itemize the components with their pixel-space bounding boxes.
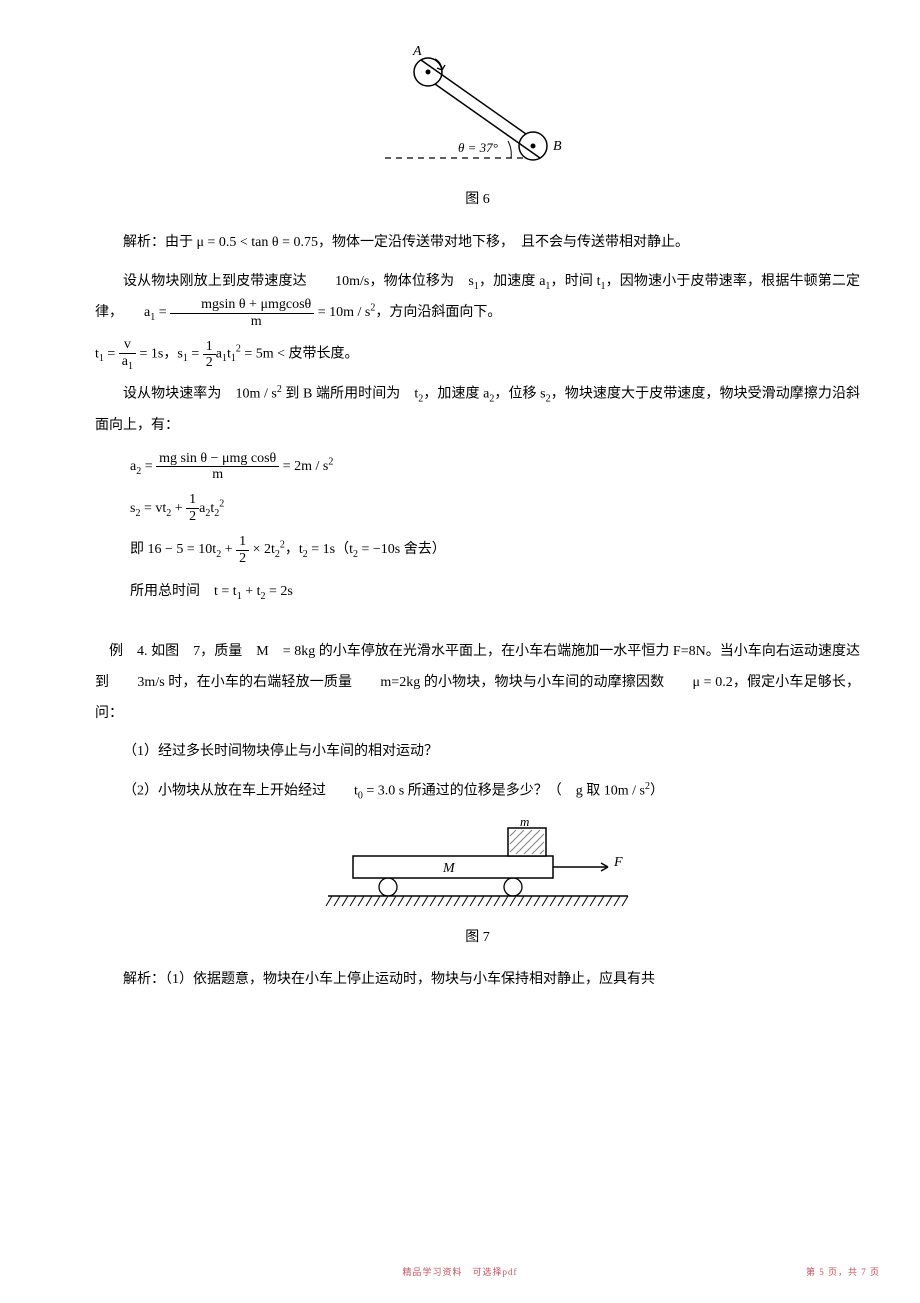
analysis-para-1: 解析：由于 μ = 0.5 < tan θ = 0.75，物体一定沿传送带对地下… bbox=[95, 228, 860, 259]
question-2: （2）小物块从放在车上开始经过 t0 = 3.0 s 所通过的位移是多少？（ g… bbox=[95, 776, 860, 807]
label-m: m bbox=[520, 818, 529, 829]
figure-6: A B θ = 37° bbox=[95, 40, 860, 180]
label-a: A bbox=[412, 44, 422, 59]
footer-left: 精品学习资料 可选择pdf bbox=[403, 1263, 518, 1283]
eq-t1: t1 = va1 = 1s，s1 = 12a1t12 = 5m < 皮带长度。 bbox=[95, 337, 860, 371]
eq-16: 即 16 − 5 = 10t2 + 12 × 2t22，t2 = 1s（t2 =… bbox=[130, 533, 860, 567]
figure-7: M m F bbox=[95, 818, 860, 918]
eq-total: 所用总时间 t = t1 + t2 = 2s bbox=[130, 575, 860, 609]
label-b: B bbox=[553, 139, 562, 154]
analysis-para-2: 设从物块刚放上到皮带速度达 10m/s，物体位移为 s1，加速度 a1，时间 t… bbox=[95, 267, 860, 330]
example-4: 例 4. 如图 7，质量 M = 8kg 的小车停放在光滑水平面上，在小车右端施… bbox=[95, 637, 860, 729]
angle-label: θ = 37° bbox=[458, 140, 498, 155]
question-1: （1）经过多长时间物块停止与小车间的相对运动？ bbox=[95, 737, 860, 768]
analysis-4-para-1: 解析：（1）依据题意，物块在小车上停止运动时，物块与小车保持相对静止，应具有共 bbox=[95, 965, 860, 996]
eq-s2: s2 = vt2 + 12a2t22 bbox=[130, 492, 860, 526]
label-F: F bbox=[613, 855, 623, 870]
analysis-para-3: 设从物块速率为 10m / s2 到 B 端所用时间为 t2，加速度 a2，位移… bbox=[95, 379, 860, 441]
eq-a2: a2 = mg sin θ − μmg cosθm = 2m / s2 bbox=[130, 450, 860, 484]
label-M: M bbox=[442, 861, 456, 876]
footer-right: 第 5 页，共 7 页 bbox=[806, 1263, 880, 1283]
figure-6-caption: 图 6 bbox=[95, 185, 860, 216]
figure-7-caption: 图 7 bbox=[95, 923, 860, 954]
